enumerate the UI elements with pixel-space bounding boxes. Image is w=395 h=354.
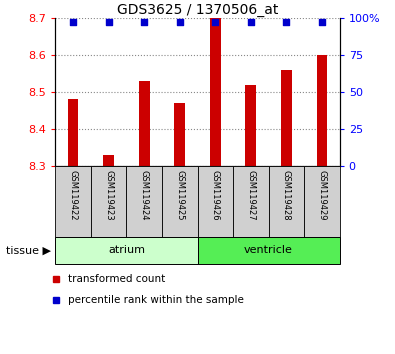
Bar — [55, 166, 91, 237]
Bar — [91, 166, 126, 237]
Text: GSM119425: GSM119425 — [175, 170, 184, 221]
Bar — [162, 166, 198, 237]
Text: GSM119427: GSM119427 — [246, 170, 255, 221]
Text: transformed count: transformed count — [68, 274, 166, 284]
Text: GSM119426: GSM119426 — [211, 170, 220, 221]
Text: GSM119423: GSM119423 — [104, 170, 113, 221]
Point — [319, 19, 325, 25]
Point — [70, 19, 76, 25]
Text: tissue ▶: tissue ▶ — [6, 245, 51, 256]
Text: GSM119429: GSM119429 — [318, 170, 326, 221]
Bar — [210, 18, 220, 166]
Bar — [198, 166, 233, 237]
Bar — [317, 55, 327, 166]
Text: GSM119424: GSM119424 — [140, 170, 149, 221]
Text: atrium: atrium — [108, 245, 145, 256]
Bar — [304, 166, 340, 237]
Title: GDS3625 / 1370506_at: GDS3625 / 1370506_at — [117, 3, 278, 17]
Bar — [198, 237, 340, 264]
Bar — [55, 237, 198, 264]
Bar — [269, 166, 304, 237]
Text: percentile rank within the sample: percentile rank within the sample — [68, 295, 244, 306]
Point — [283, 19, 290, 25]
Bar — [126, 166, 162, 237]
Point — [141, 19, 147, 25]
Bar — [103, 155, 114, 166]
Point — [212, 19, 218, 25]
Point — [177, 19, 183, 25]
Point — [105, 19, 112, 25]
Bar — [139, 81, 149, 166]
Bar — [68, 99, 78, 166]
Bar — [233, 166, 269, 237]
Text: GSM119428: GSM119428 — [282, 170, 291, 221]
Bar — [174, 103, 185, 166]
Bar — [245, 85, 256, 166]
Text: ventricle: ventricle — [244, 245, 293, 256]
Text: GSM119422: GSM119422 — [69, 170, 77, 221]
Point — [248, 19, 254, 25]
Bar — [281, 70, 292, 166]
